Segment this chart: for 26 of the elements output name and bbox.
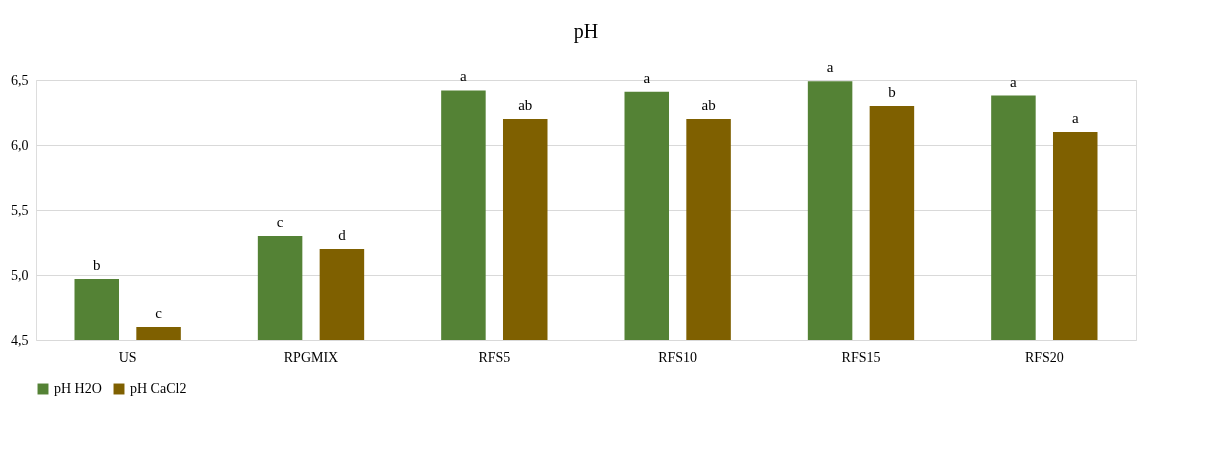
chart-title: pH: [573, 20, 599, 44]
data-label: a: [1010, 73, 1018, 90]
y-tick-label: 5,5: [11, 202, 29, 218]
data-label: c: [155, 305, 163, 321]
y-tick-label: 6,5: [11, 72, 29, 88]
x-tick-label: RPGMIX: [283, 349, 339, 365]
data-label: b: [888, 84, 896, 100]
data-label: b: [93, 256, 101, 273]
y-tick-label: 4,5: [11, 332, 29, 348]
data-label: ab: [701, 97, 716, 113]
data-label: a: [1071, 110, 1079, 126]
y-tick-label: 6,0: [11, 137, 29, 153]
x-tick-label: US: [118, 349, 137, 365]
y-tick-label: 5,0: [11, 267, 29, 283]
legend-label: pH H2O: [54, 381, 102, 396]
x-tick-label: RFS20: [1024, 349, 1064, 365]
x-tick-label: RFS15: [841, 349, 881, 365]
data-label: a: [460, 68, 468, 85]
data-label: c: [276, 214, 284, 230]
data-label: a: [643, 69, 651, 86]
x-tick-label: RFS5: [478, 349, 511, 365]
data-label: d: [338, 227, 347, 243]
data-label: ab: [518, 97, 533, 113]
x-tick-label: RFS10: [658, 349, 698, 365]
legend-label: pH CaCl2: [130, 381, 187, 396]
data-label: a: [826, 59, 834, 76]
